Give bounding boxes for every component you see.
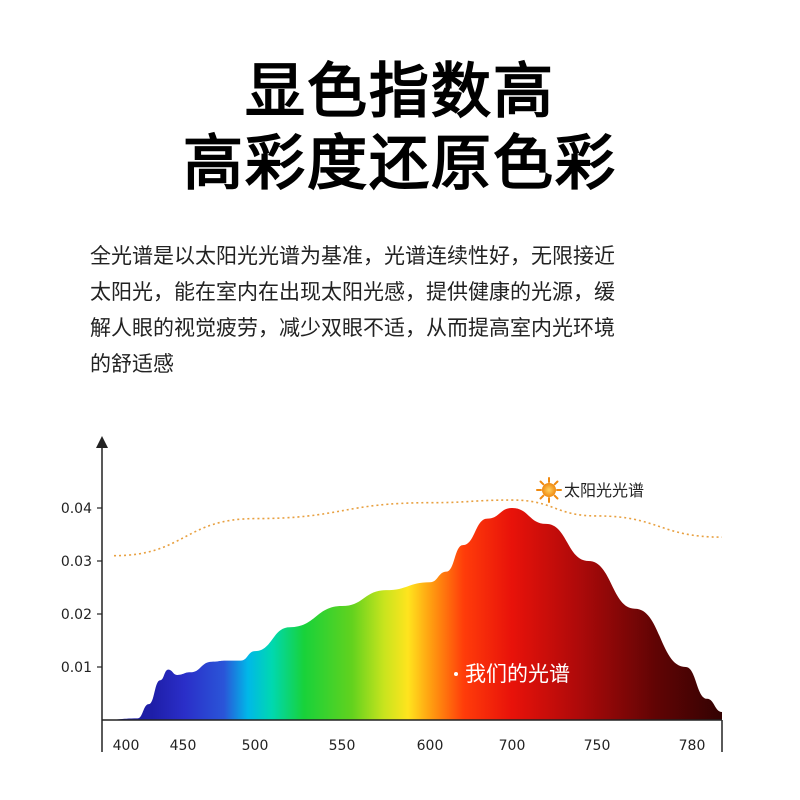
label-layer: 0.01 0.02 0.03 0.04 400 450 500 550 600 700 750 780… (61, 477, 706, 754)
y-tick-label: 0.04 (61, 501, 92, 517)
description-line: 的舒适感 (90, 352, 174, 376)
x-tick-label: 550 (329, 738, 356, 754)
y-tick-label: 0.03 (61, 554, 92, 570)
headline-secondary: 高彩度还原色彩 (183, 129, 617, 199)
y-axis-arrow-icon (96, 436, 108, 448)
spectrum-chart: 0.01 0.02 0.03 0.04 400 450 500 550 600 700 750 780… (61, 436, 723, 754)
x-tick-label: 700 (499, 738, 526, 754)
legend-sun-spectrum: 太阳光光谱 (564, 481, 644, 500)
x-tick-label: 600 (417, 738, 444, 754)
description-line: 全光谱是以太阳光光谱为基准，光谱连续性好，无限接近 (90, 244, 615, 268)
sun-icon (536, 477, 562, 503)
series-label-dot (454, 672, 458, 676)
description-line: 太阳光，能在室内在出现太阳光感，提供健康的光源，缓 (90, 280, 615, 304)
spectrum-area-layer (102, 508, 722, 720)
headline-primary: 显色指数高 (245, 57, 555, 127)
x-tick-label: 500 (242, 738, 269, 754)
y-tick-label: 0.01 (61, 660, 92, 676)
series-label-our-spectrum: 我们的光谱 (465, 662, 570, 686)
sun-curve-layer (113, 499, 723, 557)
sun-spectrum-curve (113, 499, 723, 557)
axis-layer (96, 436, 723, 752)
description-line: 解人眼的视觉疲劳，减少双眼不适，从而提高室内光环境 (90, 316, 615, 340)
x-tick-label: 450 (170, 738, 197, 754)
x-tick-label: 400 (113, 738, 140, 754)
x-tick-label: 750 (584, 738, 611, 754)
y-tick-label: 0.02 (61, 607, 92, 623)
x-tick-label: 780 (679, 738, 706, 754)
spectrum-area (102, 508, 722, 720)
